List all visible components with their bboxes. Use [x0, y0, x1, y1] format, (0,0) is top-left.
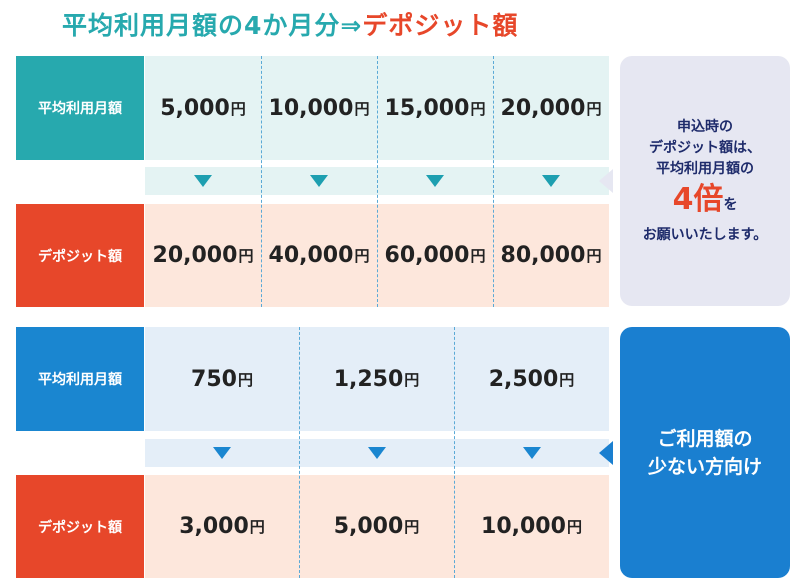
callout-pointer	[599, 441, 613, 465]
column-divider	[261, 56, 262, 307]
table-cell: 20,000 円	[500, 95, 602, 121]
section2-row-label-bottom: デポジット額	[16, 475, 144, 578]
down-arrow-icon	[368, 447, 386, 459]
table-cell: 20,000 円	[152, 243, 254, 268]
callout-line: お願いいたします。	[642, 226, 768, 243]
callout-deposit-info: 申込時の デポジット額は、 平均利用月額の 4倍を お願いいたします。	[620, 56, 790, 306]
callout-line: 申込時の	[677, 118, 733, 135]
callout-line: ご利用額の	[657, 427, 753, 450]
section1-row-label-top: 平均利用月額	[16, 56, 144, 160]
table-cell: 2,500 円	[488, 366, 575, 392]
column-divider	[454, 327, 455, 578]
column-divider	[493, 56, 494, 307]
table-cell: 1,250 円	[333, 366, 420, 392]
table-cell: 3,000 円	[179, 514, 265, 539]
section2-bottom-band	[145, 475, 609, 578]
table-cell: 15,000 円	[384, 95, 486, 121]
down-arrow-icon	[426, 175, 444, 187]
table-cell: 10,000 円	[268, 95, 370, 121]
down-arrow-icon	[213, 447, 231, 459]
table-cell: 60,000 円	[384, 243, 486, 268]
column-divider	[377, 56, 378, 307]
callout-line: 平均利用月額の	[656, 160, 754, 177]
section1-row-label-bottom: デポジット額	[16, 204, 144, 307]
table-cell: 750 円	[191, 366, 253, 392]
callout-highlight: 4倍を	[672, 181, 738, 217]
section2-row-label-top: 平均利用月額	[16, 327, 144, 431]
down-arrow-icon	[310, 175, 328, 187]
down-arrow-icon	[542, 175, 560, 187]
table-cell: 5,000 円	[333, 514, 420, 539]
callout-line: デポジット額は、	[649, 139, 761, 156]
table-cell: 10,000 円	[481, 514, 582, 539]
down-arrow-icon	[194, 175, 212, 187]
section2-top-band	[145, 327, 609, 431]
page-title: 平均利用月額の4か月分⇒デポジット額	[62, 11, 519, 40]
table-cell: 80,000 円	[500, 243, 602, 268]
table-cell: 40,000 円	[268, 243, 370, 268]
down-arrow-icon	[523, 447, 541, 459]
callout-line: 少ない方向け	[647, 455, 762, 478]
callout-low-usage: ご利用額の 少ない方向け	[620, 327, 790, 578]
callout-pointer	[599, 169, 613, 193]
column-divider	[299, 327, 300, 578]
table-cell: 5,000 円	[160, 95, 246, 121]
